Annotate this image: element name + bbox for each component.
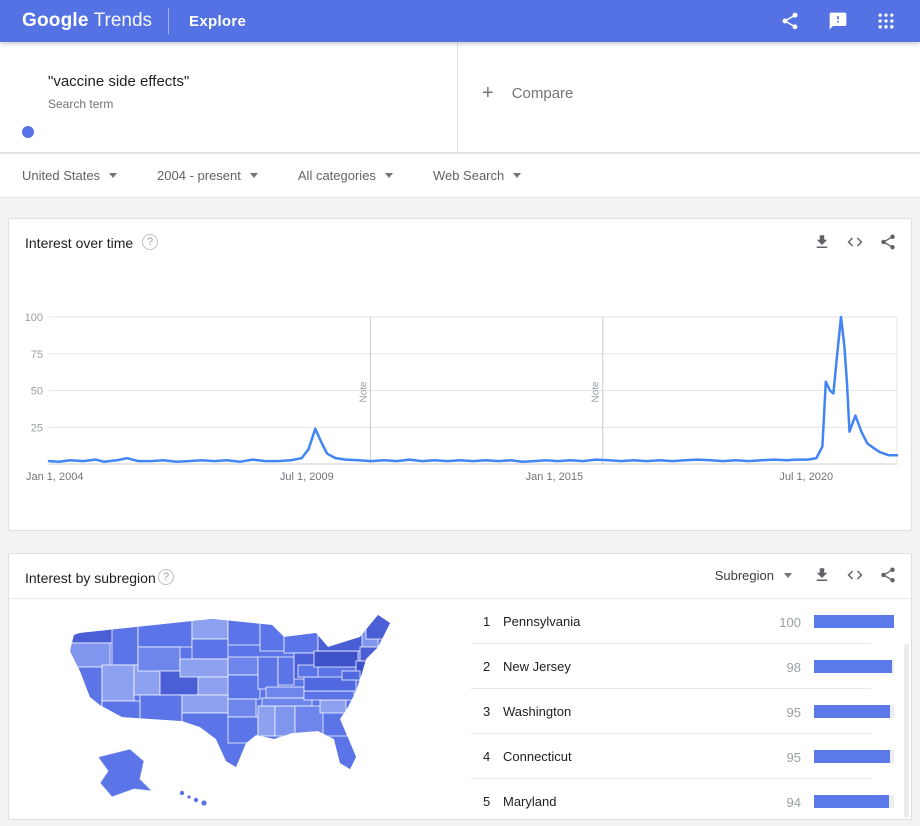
search-term-text: "vaccine side effects": [48, 73, 190, 90]
embed-icon[interactable]: [846, 566, 864, 584]
subregion-name[interactable]: New Jersey: [503, 659, 571, 674]
value-bar-track: [814, 615, 894, 628]
subregion-dropdown-label: Subregion: [714, 567, 774, 583]
help-icon[interactable]: ?: [158, 569, 174, 585]
term-color-dot: [22, 126, 34, 138]
interest-by-subregion-card: Interest by subregion ? Subregion: [8, 553, 912, 820]
subregion-name[interactable]: Washington: [503, 704, 572, 719]
chevron-down-icon: [249, 173, 258, 178]
filter-category[interactable]: All categories: [298, 168, 393, 183]
subregion-row[interactable]: 1 Pennsylvania 100: [471, 599, 894, 644]
rank-number: 5: [483, 794, 491, 809]
alaska: [97, 748, 154, 798]
rank-number: 1: [483, 614, 491, 629]
subregion-value: 94: [786, 795, 801, 810]
filter-searchtype-label: Web Search: [432, 168, 505, 183]
apps-grid-icon[interactable]: [876, 11, 896, 31]
svg-text:Jan 1, 2015: Jan 1, 2015: [526, 471, 584, 483]
interest-over-time-chart[interactable]: 25 50 75 100 Note Note Jan 1, 2004 Jul 1, 2009 J…: [9, 265, 911, 531]
rank-number: 3: [483, 704, 491, 719]
chevron-down-icon: [109, 173, 118, 178]
share-icon[interactable]: [879, 233, 897, 251]
subregion-dropdown[interactable]: Subregion: [715, 568, 792, 583]
embed-icon[interactable]: [846, 233, 864, 251]
svg-text:Jul 1, 2020: Jul 1, 2020: [779, 471, 833, 483]
brand-trends: Trends: [93, 10, 153, 31]
subregion-row[interactable]: 4 Connecticut 95: [471, 734, 894, 779]
trend-line[interactable]: [47, 315, 899, 464]
google-trends-logo[interactable]: Google Trends: [22, 10, 152, 32]
svg-text:Jul 1, 2009: Jul 1, 2009: [280, 471, 334, 483]
subregion-row[interactable]: 2 New Jersey 98: [471, 644, 894, 689]
subregion-value: 100: [779, 615, 801, 630]
share-icon[interactable]: [780, 11, 800, 31]
value-bar: [814, 750, 890, 763]
subregion-value: 95: [786, 750, 801, 765]
rank-number: 4: [483, 749, 491, 764]
value-bar: [814, 795, 890, 808]
value-bar: [814, 705, 890, 718]
filter-category-label: All categories: [297, 168, 376, 183]
appbar-divider: [168, 8, 170, 34]
filters-bar: United States 2004 - present All categor…: [0, 154, 920, 198]
brand-google: Google: [22, 10, 89, 31]
value-bar-track: [814, 660, 894, 673]
compare-add-card[interactable]: + Compare: [458, 42, 920, 152]
subregion-value: 98: [786, 660, 801, 675]
svg-text:50: 50: [31, 386, 43, 398]
value-bar-track: [814, 705, 894, 718]
svg-text:75: 75: [31, 349, 43, 361]
download-icon[interactable]: [813, 566, 831, 584]
list-scrollbar[interactable]: [904, 644, 909, 818]
svg-text:Jan 1, 2004: Jan 1, 2004: [26, 471, 84, 483]
svg-text:Note: Note: [591, 381, 602, 403]
compare-label: Compare: [511, 85, 574, 102]
search-term-subtitle: Search term: [48, 97, 114, 111]
filter-timerange-label: 2004 - present: [157, 168, 241, 183]
plus-icon: +: [482, 82, 494, 104]
interest-by-subregion-title: Interest by subregion: [25, 570, 156, 586]
interest-over-time-title: Interest over time: [25, 235, 134, 251]
subregion-ranked-list: 1 Pennsylvania 100 2 New Jersey 98 3 Washington…: [471, 599, 894, 820]
search-terms-bar: "vaccine side effects" Search term + Com…: [0, 42, 920, 153]
value-bar-track: [814, 750, 894, 763]
subregion-name[interactable]: Connecticut: [503, 749, 572, 764]
filter-timerange[interactable]: 2004 - present: [157, 168, 258, 183]
interest-over-time-card: Interest over time ? 25 50 75 100 Note Note Ja…: [8, 218, 912, 531]
filter-region-label: United States: [22, 168, 101, 183]
divider: [9, 598, 911, 599]
subregion-value: 95: [786, 705, 801, 720]
help-icon[interactable]: ?: [142, 234, 158, 250]
chevron-down-icon: [784, 572, 792, 578]
subregion-row[interactable]: 5 Maryland 94: [471, 779, 894, 820]
search-term-card[interactable]: "vaccine side effects" Search term: [0, 42, 457, 152]
feedback-icon[interactable]: [828, 11, 848, 31]
app-bar: Google Trends Explore: [0, 0, 920, 42]
subregion-name[interactable]: Maryland: [503, 794, 557, 809]
card-divider: [457, 42, 458, 152]
subregion-name[interactable]: Pennsylvania: [503, 614, 581, 629]
value-bar-track: [814, 795, 894, 808]
download-icon[interactable]: [813, 233, 831, 251]
value-bar: [814, 615, 894, 628]
share-icon[interactable]: [879, 566, 897, 584]
svg-text:100: 100: [25, 312, 43, 324]
page-title: Explore: [189, 12, 247, 30]
chevron-down-icon: [384, 173, 393, 178]
us-choropleth-map[interactable]: [64, 607, 434, 812]
chevron-down-icon: [513, 173, 522, 178]
filter-searchtype[interactable]: Web Search: [432, 168, 522, 183]
svg-text:Note: Note: [358, 381, 369, 403]
rank-number: 2: [483, 659, 491, 674]
hawaii: [179, 790, 207, 806]
svg-text:25: 25: [31, 422, 43, 434]
value-bar: [814, 660, 893, 673]
filter-region[interactable]: United States: [22, 168, 118, 183]
subregion-row[interactable]: 3 Washington 95: [471, 689, 894, 734]
